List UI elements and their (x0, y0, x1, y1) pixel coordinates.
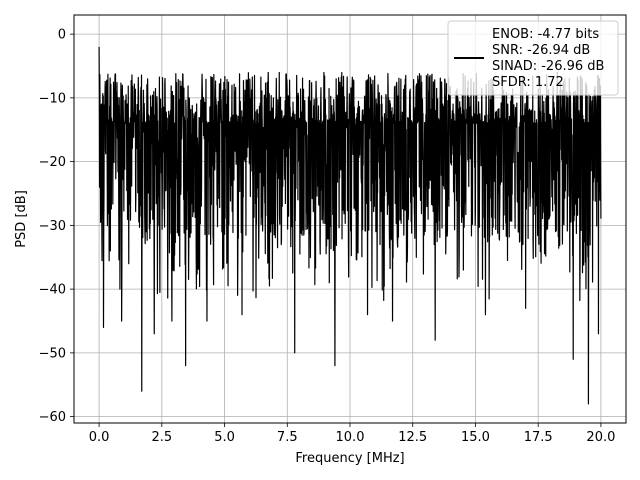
y-tick-label: −60 (39, 410, 66, 425)
y-tick-label: −30 (39, 219, 66, 234)
x-tick-label: 5.0 (214, 430, 235, 445)
y-axis-ticks: 0 −10 −20 −30 −40 −50 −60 (39, 28, 74, 425)
legend-box (447, 20, 619, 96)
y-tick-label: 0 (58, 28, 66, 43)
y-axis-label: PSD [dB] (14, 190, 29, 248)
x-tick-label: 12.5 (398, 430, 427, 445)
legend-entry-sfdr: SFDR: 1.72 (492, 75, 564, 90)
x-axis-ticks: 0.0 2.5 5.0 7.5 10.0 12.5 15.0 17.5 20.0 (89, 423, 615, 445)
x-tick-label: 7.5 (277, 430, 298, 445)
psd-series (98, 46, 602, 405)
legend-entry-sinad: SINAD: -26.96 dB (492, 59, 604, 74)
y-tick-label: −10 (39, 91, 66, 106)
x-tick-label: 17.5 (524, 430, 553, 445)
legend-entry-snr: SNR: -26.94 dB (492, 43, 590, 58)
x-axis-label: Frequency [MHz] (295, 451, 404, 466)
legend-entry-enob: ENOB: -4.77 bits (492, 27, 599, 42)
y-tick-label: −50 (39, 346, 66, 361)
legend: ENOB: -4.77 bits SNR: -26.94 dB SINAD: -… (447, 20, 619, 96)
x-tick-label: 10.0 (336, 430, 365, 445)
series-line-psd (98, 46, 602, 405)
y-tick-label: −20 (39, 155, 66, 170)
x-tick-label: 2.5 (151, 430, 172, 445)
y-tick-label: −40 (39, 283, 66, 298)
x-tick-label: 15.0 (461, 430, 490, 445)
x-tick-label: 20.0 (586, 430, 615, 445)
x-tick-label: 0.0 (89, 430, 110, 445)
